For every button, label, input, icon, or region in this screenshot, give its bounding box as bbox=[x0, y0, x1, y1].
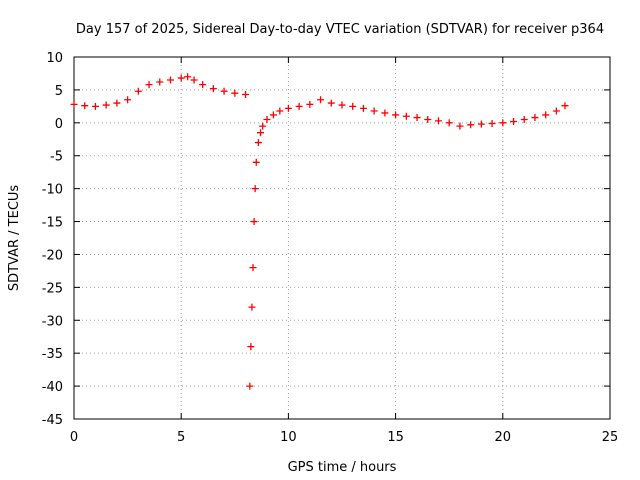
y-tick-label: -5 bbox=[50, 150, 63, 165]
x-tick-label: 0 bbox=[70, 430, 78, 445]
y-tick-label: -10 bbox=[42, 183, 63, 198]
axis-ticks: 0 5 10 15 20 25 10 5 0 -5 -10 -15 -20 -25 -30 -35 -40 -45 bbox=[42, 51, 619, 445]
data-point bbox=[250, 218, 258, 226]
data-point bbox=[477, 120, 485, 128]
data-point bbox=[254, 139, 262, 147]
data-point bbox=[134, 87, 142, 95]
data-point bbox=[295, 102, 303, 110]
plot-frame bbox=[73, 56, 611, 420]
data-point bbox=[499, 119, 507, 127]
y-tick-label: 0 bbox=[55, 117, 63, 132]
y-tick-label: -20 bbox=[42, 248, 63, 263]
y-axis-label: SDTVAR / TECUs bbox=[7, 185, 22, 292]
data-point bbox=[561, 102, 569, 110]
y-tick-label: 5 bbox=[55, 84, 63, 99]
data-point bbox=[542, 111, 550, 119]
y-tick-label: -15 bbox=[42, 216, 63, 231]
data-point bbox=[467, 121, 475, 129]
data-point bbox=[249, 264, 257, 272]
data-point bbox=[166, 76, 174, 84]
data-point bbox=[531, 114, 539, 122]
x-tick-label: 15 bbox=[387, 430, 404, 445]
data-point bbox=[220, 87, 228, 95]
data-point bbox=[488, 119, 496, 127]
y-tick-label: -25 bbox=[42, 281, 63, 296]
data-point bbox=[552, 107, 560, 115]
x-tick-label: 5 bbox=[177, 430, 185, 445]
data-point bbox=[317, 96, 325, 104]
x-tick-label: 10 bbox=[280, 430, 297, 445]
y-tick-label: -45 bbox=[42, 413, 63, 428]
data-point bbox=[177, 74, 185, 82]
data-point bbox=[184, 73, 192, 81]
data-point bbox=[276, 107, 284, 115]
data-point bbox=[434, 117, 442, 125]
data-point bbox=[231, 89, 239, 97]
data-point bbox=[252, 158, 260, 166]
data-point bbox=[263, 116, 271, 124]
data-point bbox=[402, 112, 410, 120]
data-point bbox=[209, 85, 217, 93]
data-point bbox=[190, 76, 198, 84]
data-point bbox=[327, 99, 335, 107]
grid bbox=[74, 57, 610, 419]
data-point bbox=[370, 107, 378, 115]
chart-title: Day 157 of 2025, Sidereal Day-to-day VTE… bbox=[76, 22, 604, 37]
y-tick-label: -40 bbox=[42, 380, 63, 395]
data-point bbox=[381, 109, 389, 117]
data-point bbox=[424, 116, 432, 124]
data-point bbox=[284, 104, 292, 112]
data-point bbox=[91, 102, 99, 110]
data-point bbox=[113, 99, 121, 107]
x-tick-label: 25 bbox=[602, 430, 619, 445]
data-point bbox=[359, 104, 367, 112]
series-0 bbox=[70, 73, 569, 390]
data-point bbox=[413, 114, 421, 122]
data-series bbox=[70, 73, 569, 390]
data-point bbox=[510, 118, 518, 126]
y-tick-label: -30 bbox=[42, 314, 63, 329]
data-point bbox=[306, 100, 314, 108]
data-point bbox=[199, 81, 207, 89]
data-point bbox=[156, 78, 164, 86]
x-tick-label: 20 bbox=[495, 430, 512, 445]
data-point bbox=[251, 185, 259, 193]
x-axis-label: GPS time / hours bbox=[288, 460, 397, 475]
data-point bbox=[259, 122, 267, 130]
data-point bbox=[338, 101, 346, 109]
data-point bbox=[392, 111, 400, 119]
data-point bbox=[102, 101, 110, 109]
data-point bbox=[269, 111, 277, 119]
data-point bbox=[246, 382, 254, 390]
data-point bbox=[445, 119, 453, 127]
data-point bbox=[145, 81, 153, 89]
data-point bbox=[349, 102, 357, 110]
data-point bbox=[456, 122, 464, 130]
data-point bbox=[247, 343, 255, 351]
data-point bbox=[70, 100, 78, 108]
data-point bbox=[81, 102, 89, 110]
data-point bbox=[257, 129, 265, 137]
y-tick-label: 10 bbox=[46, 51, 63, 66]
data-point bbox=[248, 303, 256, 311]
y-tick-label: -35 bbox=[42, 347, 63, 362]
data-point bbox=[124, 96, 132, 104]
data-point bbox=[520, 116, 528, 124]
data-point bbox=[242, 91, 250, 99]
